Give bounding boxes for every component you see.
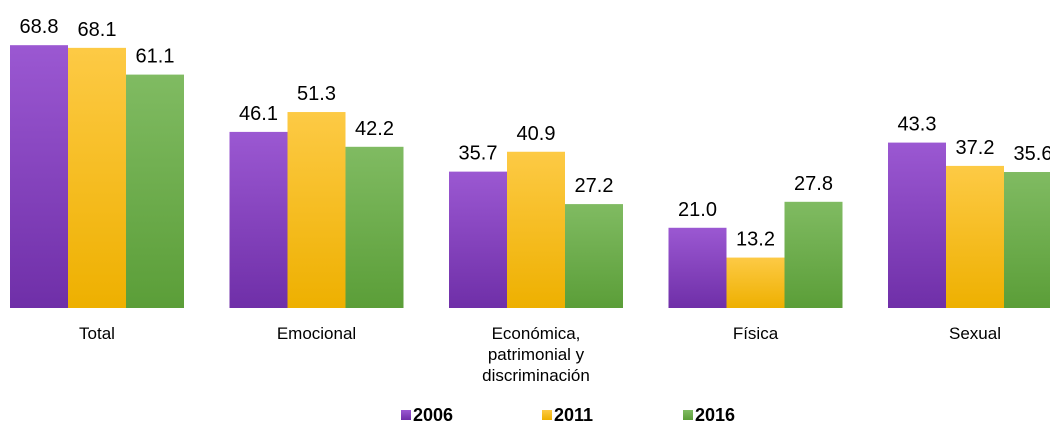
- value-labels-layer: 68.8 68.1 61.1 46.1 51.3 42.2 35.7 40.9 27.2 21.0…: [20, 16, 1050, 250]
- bars-layer: [10, 45, 1050, 309]
- bar-2016-0: [126, 74, 184, 309]
- value-label-2016-1: 42.2: [355, 118, 394, 140]
- bar-2016-2: [565, 204, 623, 308]
- legend-swatch-2011: [542, 410, 552, 420]
- bar-2006-4: [888, 142, 946, 308]
- value-label-2006-4: 43.3: [898, 114, 937, 136]
- category-label-3-0: Física: [733, 324, 779, 343]
- category-label-2-1: patrimonial y: [488, 345, 585, 364]
- legend-label-2011: 2011: [554, 405, 593, 425]
- category-label-2-0: Económica,: [492, 324, 581, 343]
- legend-label-2006: 2006: [413, 405, 453, 425]
- value-label-2006-3: 21.0: [678, 199, 717, 221]
- bar-2011-0: [68, 47, 126, 308]
- bar-2016-3: [784, 201, 843, 308]
- value-label-2011-0: 68.1: [78, 19, 117, 41]
- category-label-0-0: Total: [79, 324, 115, 343]
- legend: 2006 2011 2016: [401, 405, 735, 425]
- category-label-1-0: Emocional: [277, 324, 356, 343]
- bar-2011-1: [287, 112, 346, 308]
- legend-swatch-2016: [683, 410, 693, 420]
- bar-2006-2: [449, 171, 507, 308]
- legend-label-2016: 2016: [695, 405, 735, 425]
- bar-2011-4: [946, 165, 1004, 308]
- category-label-2-2: discriminación: [482, 366, 590, 385]
- value-label-2011-3: 13.2: [736, 229, 775, 251]
- value-label-2011-2: 40.9: [517, 123, 556, 145]
- value-label-2016-2: 27.2: [575, 175, 614, 197]
- category-label-4-0: Sexual: [949, 324, 1001, 343]
- value-label-2016-4: 35.6: [1014, 143, 1050, 165]
- value-label-2006-0: 68.8: [20, 16, 59, 38]
- value-label-2006-2: 35.7: [459, 143, 498, 165]
- bar-2016-4: [1004, 172, 1050, 308]
- bar-2006-0: [10, 45, 68, 309]
- bar-2006-3: [668, 227, 727, 308]
- legend-swatch-2006: [401, 410, 411, 420]
- value-label-2016-3: 27.8: [794, 173, 833, 195]
- value-label-2006-1: 46.1: [239, 103, 278, 125]
- bar-2011-2: [507, 151, 565, 308]
- value-label-2011-1: 51.3: [297, 83, 336, 105]
- bar-2011-3: [726, 257, 785, 308]
- category-labels-layer: Total Emocional Económica, patrimonial y dis…: [79, 324, 1001, 385]
- bar-2006-1: [229, 131, 288, 308]
- value-label-2011-4: 37.2: [956, 137, 995, 159]
- bar-2016-1: [345, 146, 404, 308]
- value-label-2016-0: 61.1: [136, 46, 175, 68]
